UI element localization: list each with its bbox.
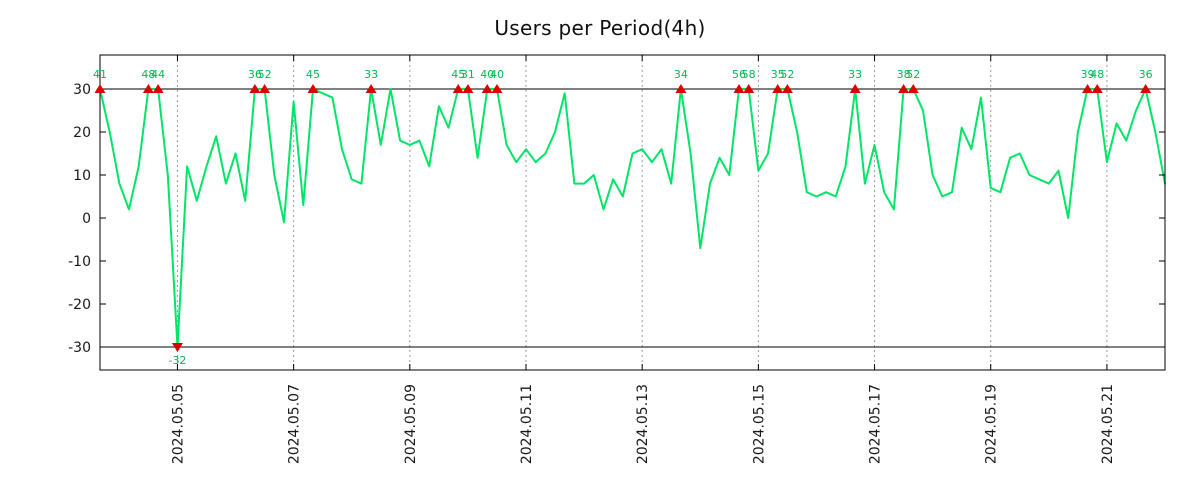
peak-label: 40 xyxy=(490,68,504,81)
peak-marker xyxy=(142,84,154,93)
peak-marker xyxy=(1091,84,1103,93)
x-tick-label: 2024.05.05 xyxy=(170,384,186,464)
peak-marker xyxy=(491,84,503,93)
x-tick-label: 2024.05.07 xyxy=(287,384,303,464)
valley-label: -32 xyxy=(168,354,186,367)
peak-label: 33 xyxy=(364,68,378,81)
peak-label: 45 xyxy=(306,68,320,81)
peak-marker xyxy=(772,84,784,93)
peak-label: 33 xyxy=(848,68,862,81)
peak-label: 40 xyxy=(480,68,494,81)
peak-marker xyxy=(781,84,793,93)
peak-label: 34 xyxy=(674,68,688,81)
x-tick-label: 2024.05.17 xyxy=(868,384,884,464)
peak-marker xyxy=(452,84,464,93)
peak-label: 38 xyxy=(897,68,911,81)
series-line xyxy=(99,88,1166,348)
x-tick-label: 2024.05.11 xyxy=(519,384,535,464)
chart-title: Users per Period(4h) xyxy=(494,16,706,40)
x-tick-label: 2024.05.15 xyxy=(751,384,767,464)
y-tick-label: -30 xyxy=(68,340,91,356)
valley-marker xyxy=(171,343,183,352)
peak-marker xyxy=(94,84,106,93)
peak-label: 41 xyxy=(93,68,107,81)
y-tick-label: 30 xyxy=(73,82,91,98)
peak-marker xyxy=(462,84,474,93)
x-tick-label: 2024.05.19 xyxy=(984,384,1000,464)
peak-label: 45 xyxy=(451,68,465,81)
peak-marker xyxy=(307,84,319,93)
peak-label: 58 xyxy=(742,68,756,81)
peak-label: 52 xyxy=(780,68,794,81)
peak-label: 48 xyxy=(141,68,155,81)
y-tick-label: -20 xyxy=(68,297,91,313)
peak-label: 44 xyxy=(151,68,165,81)
peak-marker xyxy=(898,84,910,93)
peak-label: 36 xyxy=(248,68,262,81)
x-tick-label: 2024.05.13 xyxy=(635,384,651,464)
x-tick-label: 2024.05.09 xyxy=(403,384,419,464)
y-tick-label: 20 xyxy=(73,125,91,141)
peak-marker xyxy=(152,84,164,93)
peak-marker xyxy=(259,84,271,93)
peak-label: 52 xyxy=(258,68,272,81)
peak-marker xyxy=(1140,84,1152,93)
peak-label: 56 xyxy=(732,68,746,81)
peak-label: 35 xyxy=(771,68,785,81)
peak-marker xyxy=(733,84,745,93)
peak-marker xyxy=(481,84,493,93)
y-tick-label: 0 xyxy=(82,211,91,227)
peak-label: 48 xyxy=(1090,68,1104,81)
peak-marker xyxy=(1082,84,1094,93)
peak-marker xyxy=(743,84,755,93)
x-tick-label: 2024.05.21 xyxy=(1100,384,1116,464)
peak-marker xyxy=(907,84,919,93)
peak-label: 31 xyxy=(461,68,475,81)
peak-label: 36 xyxy=(1139,68,1153,81)
peak-label: 39 xyxy=(1081,68,1095,81)
peak-marker xyxy=(249,84,261,93)
y-tick-label: 10 xyxy=(73,168,91,184)
y-tick-label: -10 xyxy=(68,254,91,270)
plot-border xyxy=(99,54,1166,371)
peak-marker xyxy=(365,84,377,93)
peak-label: 52 xyxy=(906,68,920,81)
peak-marker xyxy=(675,84,687,93)
peak-marker xyxy=(849,84,861,93)
